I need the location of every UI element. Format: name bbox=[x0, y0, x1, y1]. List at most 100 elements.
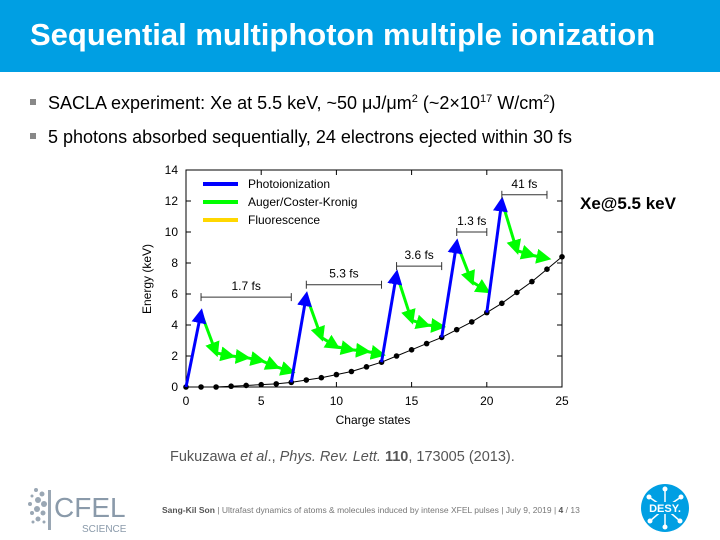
energy-point bbox=[529, 278, 535, 285]
auger-arrow bbox=[260, 355, 281, 370]
auger-arrow bbox=[230, 349, 251, 364]
energy-point bbox=[303, 377, 310, 383]
footer-total: / 13 bbox=[563, 505, 580, 515]
citation-journal: Phys. Rev. Lett. bbox=[279, 449, 381, 465]
auger-arrow bbox=[366, 344, 386, 360]
energy-point bbox=[559, 253, 565, 260]
title-bar: Sequential multiphoton multiple ionizati… bbox=[0, 0, 720, 72]
auger-arrow bbox=[411, 314, 431, 330]
energy-point bbox=[228, 383, 234, 390]
bullet-1-text: SACLA experiment: Xe at 5.5 keV, ~50 μJ/… bbox=[48, 93, 412, 113]
x-tick-label: 5 bbox=[258, 394, 265, 408]
xe-label: Xe@5.5 keV bbox=[580, 194, 676, 213]
energy-point bbox=[243, 382, 249, 389]
legend-label: Auger/Coster-Kronig bbox=[248, 195, 357, 209]
auger-arrow bbox=[395, 273, 416, 325]
x-tick-label: 25 bbox=[555, 394, 569, 408]
energy-curve bbox=[186, 256, 563, 388]
y-tick-label: 0 bbox=[171, 380, 178, 394]
auger-arrow bbox=[426, 318, 447, 333]
x-axis-label: Charge states bbox=[336, 413, 411, 427]
energy-point bbox=[468, 319, 475, 325]
y-tick-label: 2 bbox=[171, 349, 178, 363]
y-tick-label: 4 bbox=[171, 318, 178, 332]
energy-point bbox=[393, 353, 400, 359]
cfel-logo-subtext: SCIENCE bbox=[82, 524, 127, 534]
auger-arrow bbox=[455, 242, 475, 286]
footer-page: 4 bbox=[558, 505, 564, 515]
energy-point bbox=[348, 368, 355, 375]
photoionization-arrow bbox=[440, 238, 463, 338]
bullet-1: SACLA experiment: Xe at 5.5 keV, ~50 μJ/… bbox=[30, 93, 555, 114]
bullet-2: 5 photons absorbed sequentially, 24 elec… bbox=[30, 127, 572, 148]
citation-volume: 110 bbox=[384, 449, 409, 465]
citation-rest: , 173005 (2013). bbox=[408, 449, 515, 465]
cfel-logo-text: CFEL bbox=[54, 492, 126, 523]
x-tick-label: 0 bbox=[183, 394, 190, 408]
energy-point bbox=[198, 384, 204, 390]
plot-frame bbox=[185, 169, 563, 388]
y-tick-label: 8 bbox=[171, 256, 178, 270]
photoionization-arrow bbox=[485, 196, 508, 313]
auger-arrow bbox=[336, 340, 356, 356]
auger-arrow bbox=[351, 342, 371, 358]
auger-arrow bbox=[304, 295, 325, 342]
bullet-1-sup: 2 bbox=[411, 93, 418, 105]
bullet-1-text-unit: W/cm bbox=[492, 93, 544, 113]
legend-label: Fluorescence bbox=[248, 213, 320, 227]
auger-arrow bbox=[245, 351, 266, 366]
footer-text: | Ultrafast dynamics of atoms & molecule… bbox=[214, 505, 559, 515]
energy-point bbox=[333, 371, 340, 378]
auger-arrow bbox=[470, 278, 491, 294]
auger-arrow bbox=[215, 346, 236, 362]
auger-arrow bbox=[516, 244, 537, 260]
time-label: 1.3 fs bbox=[457, 214, 486, 228]
bullet-marker bbox=[30, 133, 36, 140]
time-label: 5.3 fs bbox=[329, 267, 358, 281]
energy-point bbox=[273, 381, 280, 387]
auger-arrow bbox=[531, 248, 552, 264]
plot-area: 0 5 10 15 20 25 0 2 4 6 8 10 12 14 1.7 fs 5.3 fs 3.6 fs 1… bbox=[165, 163, 569, 408]
energy-point bbox=[408, 347, 415, 353]
footer-author: Sang-Kil Son bbox=[162, 505, 215, 515]
y-axis-label: Energy (keV) bbox=[140, 244, 154, 314]
energy-point bbox=[453, 326, 460, 333]
y-tick-label: 14 bbox=[165, 163, 179, 177]
x-tick-label: 20 bbox=[480, 394, 494, 408]
energy-point bbox=[544, 266, 550, 273]
bullet-1-text-end: ) bbox=[549, 93, 556, 113]
photoionization-arrow bbox=[184, 308, 207, 388]
photoionization-arrow bbox=[380, 269, 403, 363]
citation: Fukuzawa et al., Phys. Rev. Lett. 110, 1… bbox=[170, 449, 515, 465]
y-tick-label: 12 bbox=[165, 194, 179, 208]
auger-arrow bbox=[275, 361, 296, 376]
auger-arrow bbox=[199, 312, 220, 358]
time-label: 41 fs bbox=[511, 177, 537, 191]
desy-logo: DESY. bbox=[641, 484, 689, 532]
auger-arrow bbox=[320, 334, 341, 350]
bullet-1-sup-unit: 2 bbox=[543, 93, 550, 105]
y-tick-label: 6 bbox=[171, 287, 178, 301]
energy-point bbox=[514, 289, 520, 296]
energy-point bbox=[363, 364, 370, 370]
energy-point bbox=[258, 381, 265, 388]
citation-sep: ., bbox=[267, 449, 280, 465]
bullet-1-text-mid: (~2×10 bbox=[417, 93, 480, 113]
energy-point bbox=[213, 384, 219, 390]
energy-point bbox=[318, 374, 325, 381]
energy-point bbox=[499, 300, 505, 307]
legend-label: Photoionization bbox=[248, 177, 330, 191]
energy-point bbox=[423, 340, 430, 347]
bullet-marker bbox=[30, 99, 36, 106]
photoionization-arrow bbox=[289, 291, 312, 383]
auger-arrow bbox=[500, 200, 522, 255]
time-label: 3.6 fs bbox=[404, 248, 433, 262]
citation-etal: et al bbox=[240, 449, 268, 465]
bullet-2-text: 5 photons absorbed sequentially, 24 elec… bbox=[48, 127, 573, 147]
bullet-1-sup-exp: 17 bbox=[479, 93, 493, 105]
x-tick-label: 15 bbox=[405, 394, 419, 408]
y-tick-label: 10 bbox=[165, 225, 179, 239]
time-label: 1.7 fs bbox=[231, 279, 260, 293]
footer: Sang-Kil Son | Ultrafast dynamics of ato… bbox=[162, 505, 580, 515]
